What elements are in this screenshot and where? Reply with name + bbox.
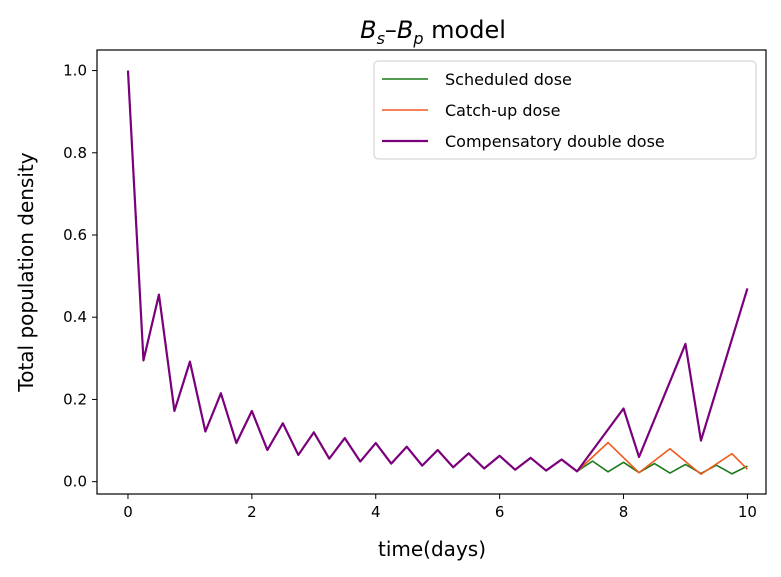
legend-box (373, 60, 757, 160)
plot-frame (96, 49, 767, 495)
x-axis-label: time(days) (378, 537, 486, 561)
tick-layer: 0 2 4 6 8 10 0.0 0.2 0.4 0.6 0.8 1.0 (63, 62, 757, 521)
x-tick-label: 6 (495, 503, 505, 521)
legend: Scheduled dose Catch-up dose Compensator… (373, 60, 757, 160)
chart-title: Bs–Bp model (360, 16, 506, 48)
series-layer (126, 70, 749, 476)
x-tick-label: 10 (738, 503, 757, 521)
x-tick-label: 2 (247, 503, 257, 521)
y-tick-label: 0.6 (63, 226, 87, 244)
series-compensatory-line (126, 70, 749, 473)
series-catchup-line (576, 441, 748, 476)
legend-label-catchup: Catch-up dose (445, 101, 560, 120)
x-tick-label: 0 (123, 503, 133, 521)
y-tick-label: 0.8 (63, 144, 87, 162)
title-b1: B (360, 16, 376, 44)
legend-label-compensatory: Compensatory double dose (445, 132, 665, 151)
y-tick-label: 0.2 (63, 390, 87, 408)
x-tick-label: 4 (371, 503, 381, 521)
y-tick-label: 0.4 (63, 308, 87, 326)
legend-label-scheduled: Scheduled dose (445, 70, 572, 89)
title-dash: – (385, 16, 397, 44)
y-axis-label: Total population density (14, 152, 38, 392)
title-b2: B (397, 16, 413, 44)
title-sub-s: s (377, 29, 385, 48)
y-tick-label: 0.0 (63, 473, 87, 491)
y-tick-label: 1.0 (63, 62, 87, 80)
title-sub-p: p (412, 29, 423, 48)
title-rest: model (424, 16, 506, 44)
x-tick-label: 8 (619, 503, 629, 521)
